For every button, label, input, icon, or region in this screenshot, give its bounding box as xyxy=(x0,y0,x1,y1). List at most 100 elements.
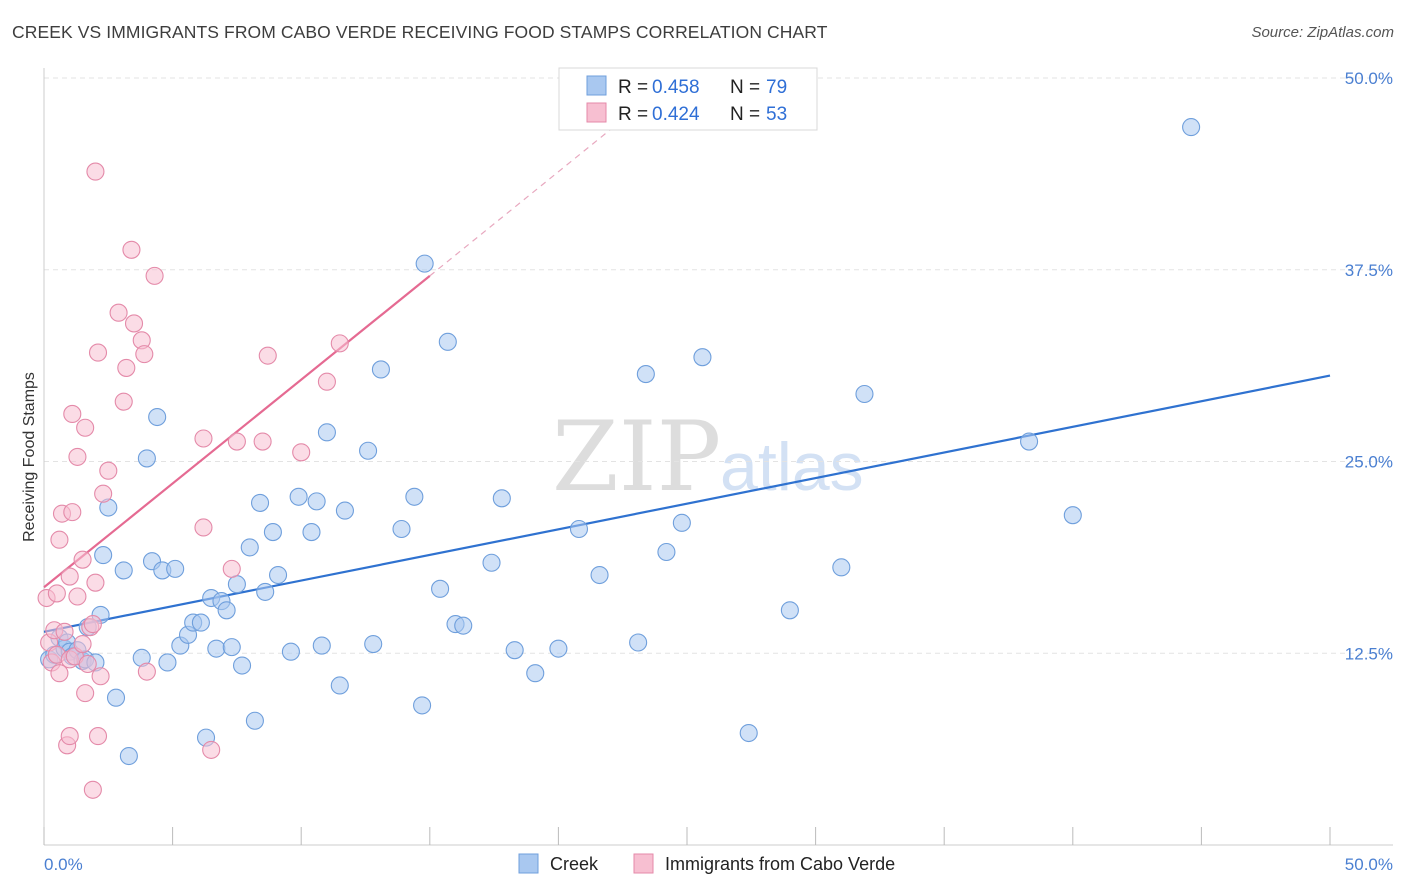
point-creek xyxy=(148,407,167,427)
point-cabo-verde xyxy=(60,567,79,586)
y-tick-label: 50.0% xyxy=(1345,69,1393,88)
bottom-legend-swatch-cabo-verde xyxy=(633,853,654,874)
gridlines xyxy=(44,77,1393,654)
point-creek xyxy=(413,696,432,715)
y-tick-label: 12.5% xyxy=(1345,644,1393,663)
point-creek xyxy=(263,523,282,542)
point-creek xyxy=(1182,118,1201,137)
point-creek xyxy=(227,575,246,594)
point-cabo-verde xyxy=(202,740,221,759)
series-legend: Creek Immigrants from Cabo Verde xyxy=(518,853,895,874)
point-cabo-verde xyxy=(227,432,246,451)
point-cabo-verde xyxy=(94,484,113,503)
point-creek xyxy=(137,449,156,468)
point-creek xyxy=(415,254,434,273)
point-creek xyxy=(629,633,648,652)
point-cabo-verde xyxy=(83,615,102,634)
point-creek xyxy=(855,384,874,404)
point-creek xyxy=(505,641,524,660)
source-label: Source: ZipAtlas.com xyxy=(1251,24,1394,41)
bottom-legend-label-cabo-verde: Immigrants from Cabo Verde xyxy=(665,854,895,874)
point-cabo-verde xyxy=(292,443,311,462)
point-cabo-verde xyxy=(86,162,105,181)
point-creek xyxy=(307,492,326,511)
point-cabo-verde xyxy=(88,343,108,362)
axes: 12.5% 25.0% 37.5% 50.0% xyxy=(43,68,1393,846)
point-creek xyxy=(526,664,545,683)
point-creek xyxy=(166,559,185,578)
legend-swatch-creek xyxy=(586,75,607,96)
point-cabo-verde xyxy=(60,727,79,746)
point-cabo-verde xyxy=(73,550,92,569)
point-creek xyxy=(438,332,457,351)
point-creek xyxy=(207,639,226,658)
point-cabo-verde xyxy=(50,530,69,549)
point-cabo-verde xyxy=(76,418,95,437)
point-creek xyxy=(217,601,236,620)
stats-legend: R = 0.458 N = 79 R = 0.424 N = 53 xyxy=(558,67,818,131)
point-cabo-verde xyxy=(137,662,156,681)
point-creek xyxy=(482,553,501,572)
point-creek xyxy=(1020,432,1039,451)
point-creek xyxy=(119,746,138,766)
point-creek xyxy=(371,360,390,379)
point-creek xyxy=(636,365,655,384)
point-creek xyxy=(780,601,799,620)
point-cabo-verde xyxy=(68,447,87,466)
point-creek xyxy=(832,558,851,577)
point-cabo-verde xyxy=(109,303,128,322)
point-cabo-verde xyxy=(317,372,336,391)
point-cabo-verde xyxy=(76,684,95,703)
point-creek xyxy=(269,565,288,585)
legend-n-value-1: 79 xyxy=(766,77,787,98)
point-creek xyxy=(158,653,177,672)
point-creek xyxy=(289,487,308,506)
point-cabo-verde xyxy=(88,727,108,746)
point-creek xyxy=(335,501,354,520)
legend-swatch-cabo-verde xyxy=(586,102,607,123)
point-creek xyxy=(672,513,691,532)
point-creek xyxy=(317,423,336,442)
point-creek xyxy=(739,723,758,743)
trend-line-1 xyxy=(43,275,431,589)
point-cabo-verde xyxy=(91,667,110,686)
point-creek xyxy=(492,489,511,508)
legend-r-label-2: R = xyxy=(618,104,648,125)
point-creek xyxy=(392,519,411,539)
y-tick-label: 37.5% xyxy=(1345,261,1393,280)
legend-r-value-1: 0.458 xyxy=(652,77,700,98)
point-cabo-verde xyxy=(55,622,74,641)
point-cabo-verde xyxy=(50,664,69,683)
point-cabo-verde xyxy=(83,780,102,799)
point-cabo-verde xyxy=(124,314,144,333)
y-axis-label: Receiving Food Stamps xyxy=(21,372,38,542)
point-cabo-verde xyxy=(253,432,272,451)
legend-r-label-1: R = xyxy=(618,77,648,98)
point-creek xyxy=(569,519,589,539)
legend-n-label-1: N = xyxy=(730,77,760,98)
point-creek xyxy=(364,634,383,654)
point-cabo-verde xyxy=(114,392,133,411)
point-creek xyxy=(281,642,300,661)
point-cabo-verde xyxy=(78,654,97,674)
point-cabo-verde xyxy=(117,358,136,377)
point-cabo-verde xyxy=(145,266,164,285)
bottom-legend-swatch-creek xyxy=(518,853,539,874)
legend-n-label-2: N = xyxy=(730,104,760,125)
point-cabo-verde xyxy=(194,429,213,448)
point-creek xyxy=(359,441,378,460)
point-cabo-verde xyxy=(68,587,87,606)
point-creek xyxy=(94,546,113,565)
point-creek xyxy=(222,638,241,657)
legend-r-value-2: 0.424 xyxy=(652,104,700,125)
point-creek xyxy=(302,523,321,542)
x-tick-label-min: 0.0% xyxy=(44,855,83,874)
point-cabo-verde xyxy=(73,634,92,654)
point-creek xyxy=(114,561,133,580)
point-cabo-verde xyxy=(194,518,213,537)
point-cabo-verde xyxy=(47,584,66,603)
point-creek xyxy=(693,348,712,367)
point-creek xyxy=(240,538,259,557)
point-creek xyxy=(245,711,264,730)
point-cabo-verde xyxy=(258,346,277,365)
